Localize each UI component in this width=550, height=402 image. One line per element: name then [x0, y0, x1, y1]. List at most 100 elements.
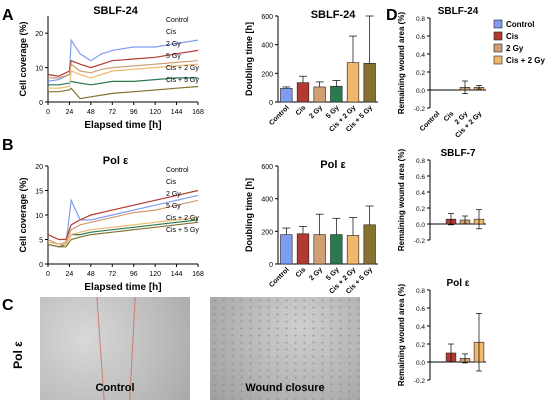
x-tick-label: 96 — [130, 271, 138, 278]
y-tick-label: 0.6 — [416, 306, 425, 313]
series-line-5-gy — [48, 77, 198, 86]
series-line-cis-2-gy — [47, 216, 199, 245]
y-tick-label: 0 — [269, 100, 273, 107]
x-tick-label: 168 — [192, 109, 204, 116]
y-axis-label: Cell coverage (%) — [18, 21, 28, 96]
y-tick-label: 0 — [39, 100, 43, 107]
bar-cis — [296, 233, 310, 265]
micro-caption-control: Control — [95, 382, 135, 394]
x-tick-label: 72 — [108, 109, 116, 116]
y-axis-label: Doubling time [h] — [244, 178, 254, 252]
legend-swatch — [493, 43, 503, 53]
category-label: Control — [419, 110, 442, 133]
legend-entry: Cis — [166, 29, 177, 36]
series-line-2-gy — [48, 60, 199, 79]
y-tick-label: 200 — [261, 71, 273, 78]
y-tick-label: 0.2 — [416, 70, 425, 77]
legend-entry: 2 Gy — [506, 44, 524, 53]
bar-cis — [296, 82, 310, 103]
y-tick-label: 200 — [261, 229, 273, 236]
legend-entry: 2 Gy — [166, 41, 181, 48]
panel-letter-b: B — [2, 137, 14, 154]
series-line-cis — [47, 49, 199, 77]
y-tick-label: 400 — [261, 43, 273, 50]
legend-swatch — [493, 55, 503, 65]
micro-row-label: Pol ε — [11, 341, 25, 369]
y-tick-label: 0.2 — [416, 206, 425, 213]
series-line-cis — [47, 189, 199, 241]
series-line-5-gy — [47, 219, 199, 248]
series-line-2-gy — [47, 199, 199, 246]
x-tick-label: 168 — [192, 271, 204, 278]
bar-2-gy — [313, 234, 326, 265]
legend-entry: Cis + 2 Gy — [166, 215, 199, 222]
y-tick-label: -0.2 — [414, 238, 426, 245]
y-tick-label: 10 — [35, 66, 43, 73]
legend-entry: 5 Gy — [166, 203, 181, 210]
bar-5-gy — [330, 234, 343, 265]
category-label: Control — [268, 104, 291, 127]
y-tick-label: -0.2 — [414, 106, 426, 113]
y-tick-label: 0.8 — [416, 288, 425, 295]
bar-5-gy — [330, 85, 343, 103]
y-tick-label: 0.0 — [416, 222, 425, 229]
x-tick-label: 48 — [87, 109, 95, 116]
legend-entry: Control — [506, 20, 534, 29]
legend-entry: Cis + 5 Gy — [166, 227, 199, 234]
legend-swatch — [493, 31, 503, 41]
y-tick-label: 0.8 — [416, 158, 425, 165]
x-tick-label: 96 — [130, 109, 138, 116]
y-tick-label: 0.6 — [416, 34, 425, 41]
y-tick-label: 600 — [261, 14, 273, 21]
category-label: 2 Gy — [308, 266, 324, 282]
series-line-cis-5-gy — [48, 85, 199, 100]
y-tick-label: 15 — [35, 189, 43, 196]
y-tick-label: -0.2 — [414, 378, 426, 385]
chart-d2: -0.2 0.0 0.2 0.4 0.6 0.8 SBLF-7 Remaining wound… — [397, 148, 486, 251]
y-tick-label: 400 — [261, 197, 273, 204]
legend-entry: Cis — [166, 179, 177, 186]
y-tick-label: 10 — [35, 213, 43, 220]
panel-letter-d: D — [386, 7, 398, 24]
chart-title: Pol ε — [446, 278, 469, 289]
bar-cis-2-gy — [346, 235, 360, 265]
x-tick-label: 144 — [171, 109, 183, 116]
y-tick-label: 20 — [35, 31, 43, 38]
y-tick-label: 0.4 — [416, 190, 425, 197]
legend-entry: Cis + 2 Gy — [166, 65, 199, 72]
y-tick-label: 0 — [39, 262, 43, 269]
category-label: Cis — [295, 266, 308, 279]
bar-2-gy — [313, 86, 326, 103]
x-tick-label: 0 — [46, 271, 50, 278]
y-axis-label: Remaining wound area (%) — [397, 284, 406, 387]
panel-letter-a: A — [2, 7, 14, 24]
legend-entry: Control — [166, 167, 189, 174]
x-tick-label: 120 — [149, 271, 161, 278]
y-axis-label: Cell coverage (%) — [18, 177, 28, 252]
x-tick-label: 120 — [149, 109, 161, 116]
x-axis-label: Elapsed time [h] — [84, 282, 161, 293]
chart-a-line: 0 24 48 72 96 120 144 168 0 10 20 SBLF-24 Elapsed ti… — [18, 5, 204, 131]
y-tick-label: 5 — [39, 238, 43, 245]
chart-d1: -0.2 0.0 0.2 0.4 0.6 0.8 Control Cis 2 Gy Cis + 2… — [397, 6, 545, 139]
micro-caption-closure: Wound closure — [245, 382, 325, 394]
bar-cis-2-gy — [346, 62, 360, 103]
chart-title: SBLF-24 — [93, 5, 139, 17]
legend-swatch — [493, 19, 503, 29]
series-line-cis-5-gy — [47, 221, 199, 248]
chart-title: SBLF-24 — [311, 9, 357, 21]
legend-entry: 2 Gy — [166, 191, 181, 198]
y-tick-label: 0.0 — [416, 88, 425, 95]
x-tick-label: 48 — [87, 271, 95, 278]
y-tick-label: 0.2 — [416, 342, 425, 349]
chart-title: SBLF-24 — [438, 6, 479, 17]
bar-cis-5-gy — [363, 224, 376, 265]
chart-title: Pol ε — [320, 159, 346, 171]
bar-control — [280, 88, 293, 103]
y-tick-label: 0.4 — [416, 52, 425, 59]
chart-title: SBLF-7 — [441, 148, 476, 159]
category-label: Control — [268, 266, 291, 289]
x-tick-label: 0 — [46, 109, 50, 116]
